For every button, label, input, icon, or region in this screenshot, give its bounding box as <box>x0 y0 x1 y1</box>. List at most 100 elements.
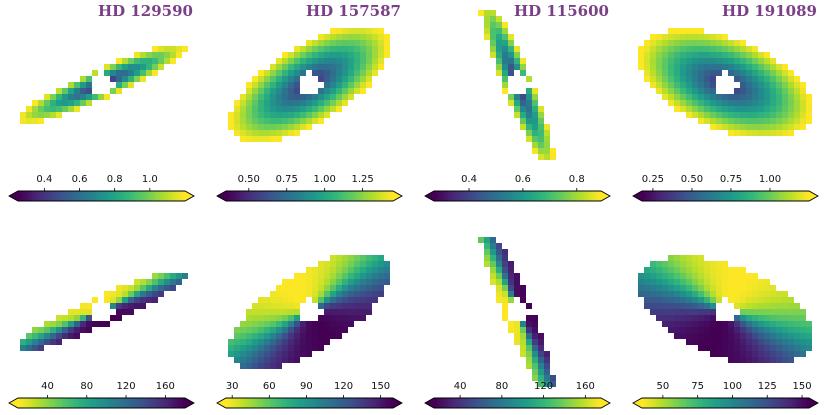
map-pixel <box>662 88 668 94</box>
map-pixel <box>252 339 258 345</box>
map-pixel <box>490 22 496 28</box>
map-pixel <box>698 303 704 309</box>
colorbar-tick-label: 0.6 <box>515 174 531 185</box>
map-pixel <box>478 237 484 243</box>
colorbar-segment <box>48 398 52 408</box>
map-pixel <box>758 94 764 100</box>
map-pixel <box>110 303 116 309</box>
colorbar-segment <box>642 398 646 408</box>
map-pixel <box>116 309 122 315</box>
map-pixel <box>56 112 62 118</box>
colorbar-segment <box>700 191 704 201</box>
map-pixel <box>508 285 514 291</box>
map-pixel <box>514 112 520 118</box>
map-pixel <box>264 88 270 94</box>
colorbar-segment <box>26 398 30 408</box>
colorbar-extend-max <box>601 191 610 201</box>
map-pixel <box>336 321 342 327</box>
map-pixel <box>324 82 330 88</box>
map-pixel <box>312 297 318 303</box>
colorbar-segment <box>173 398 178 408</box>
map-pixel <box>336 100 342 106</box>
colorbar-segment <box>697 398 702 408</box>
map-pixel <box>704 303 710 309</box>
colorbar-segment <box>703 398 707 408</box>
map-pixel <box>758 279 764 285</box>
map-pixel <box>264 363 270 369</box>
colorbar-segment <box>706 398 710 408</box>
map-pixel <box>336 267 342 273</box>
map-pixel <box>716 40 722 46</box>
map-pixel <box>704 291 710 297</box>
panel-7: 40 80 120 160 <box>424 237 611 409</box>
map-pixel <box>348 315 354 321</box>
colorbar-segment <box>337 191 341 201</box>
colorbar-segment <box>154 191 158 201</box>
colorbar-segment <box>778 191 782 201</box>
map-pixel <box>336 273 342 279</box>
colorbar-segment <box>556 398 560 408</box>
map-pixel <box>80 100 86 106</box>
map-pixel <box>80 94 86 100</box>
colorbar-segment <box>475 398 480 408</box>
map-pixel <box>50 100 56 106</box>
colorbar-segment <box>365 398 369 408</box>
map-pixel <box>662 273 668 279</box>
colorbar-tick-label: 1.00 <box>759 174 781 185</box>
map-pixel <box>140 303 146 309</box>
map-pixel <box>348 309 354 315</box>
map-pixel <box>782 130 788 136</box>
map-pixel <box>650 267 656 273</box>
colorbar-segment <box>744 191 749 201</box>
map-pixel <box>38 100 44 106</box>
map-pixel <box>140 70 146 76</box>
map-pixel <box>740 76 746 82</box>
map-pixel <box>752 130 758 136</box>
map-pixel <box>698 58 704 64</box>
map-pixel <box>342 100 348 106</box>
colorbar-segment <box>789 191 793 201</box>
map-pixel <box>252 321 258 327</box>
map-pixel <box>674 82 680 88</box>
map-pixel <box>782 291 788 297</box>
map-pixel <box>318 88 324 94</box>
colorbar-segment <box>84 191 89 201</box>
colorbar-segment <box>653 398 657 408</box>
disk-map <box>638 255 812 363</box>
map-pixel <box>300 118 306 124</box>
map-pixel <box>716 118 722 124</box>
map-pixel <box>668 285 674 291</box>
map-pixel <box>264 321 270 327</box>
map-pixel <box>146 285 152 291</box>
map-pixel <box>656 70 662 76</box>
map-pixel <box>520 321 526 327</box>
map-pixel <box>502 40 508 46</box>
colorbar-segment <box>739 191 743 201</box>
colorbar-segment <box>262 398 266 408</box>
colorbar-segment <box>256 191 260 201</box>
map-pixel <box>662 267 668 273</box>
map-pixel <box>342 255 348 261</box>
map-pixel <box>794 351 800 357</box>
map-pixel <box>306 52 312 58</box>
map-pixel <box>56 315 62 321</box>
map-pixel <box>110 88 116 94</box>
map-pixel <box>752 297 758 303</box>
colorbar-segment <box>126 398 130 408</box>
map-pixel <box>650 291 656 297</box>
map-pixel <box>336 291 342 297</box>
map-pixel <box>264 327 270 333</box>
colorbar-tick-label: 0.50 <box>238 174 260 185</box>
map-pixel <box>686 64 692 70</box>
map-pixel <box>686 303 692 309</box>
map-pixel <box>776 70 782 76</box>
colorbar-segment <box>761 191 766 201</box>
map-pixel <box>806 112 812 118</box>
map-pixel <box>258 106 264 112</box>
map-pixel <box>722 94 728 100</box>
map-pixel <box>300 70 306 76</box>
map-pixel <box>740 46 746 52</box>
colorbar-segment <box>112 191 117 201</box>
map-pixel <box>698 285 704 291</box>
colorbar-segment <box>101 191 105 201</box>
